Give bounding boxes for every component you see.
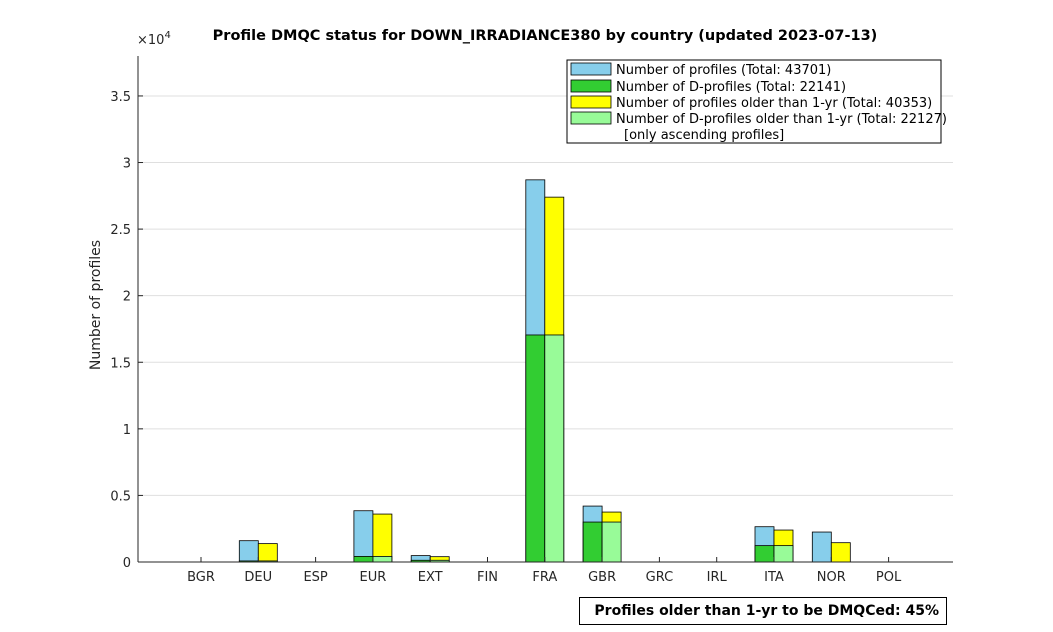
dmqc-summary-text: Profiles older than 1-yr to be DMQCed: 4… xyxy=(594,603,939,619)
bar-d-profiles-gbr xyxy=(582,521,603,563)
dmqc-summary-box: Profiles older than 1-yr to be DMQCed: 4… xyxy=(579,597,947,625)
x-tick-label-irl: IRL xyxy=(707,570,728,585)
y-tick-label: 2 xyxy=(123,290,131,305)
bar-d-profiles-fra xyxy=(525,334,546,563)
x-tick-label-ext: EXT xyxy=(418,570,443,585)
x-tick-label-pol: POL xyxy=(876,570,902,585)
legend-swatch-3 xyxy=(570,111,612,125)
y-tick-label: 3 xyxy=(123,157,131,172)
x-tick-label-ita: ITA xyxy=(764,570,784,585)
bar-d-profiles-older-ita xyxy=(773,545,794,563)
legend-swatch-0 xyxy=(570,62,612,76)
y-exponent: ×104 xyxy=(137,30,171,48)
x-ticks: BGR DEU ESP EUR EXT FIN FRA GBR GRC IRL ITA NOR POL xyxy=(187,557,902,585)
legend: Number of profiles (Total: 43701) Number… xyxy=(566,59,947,144)
bar-profiles-nor xyxy=(811,531,832,563)
x-tick-label-bgr: BGR xyxy=(187,570,215,585)
y-axis-label: Number of profiles xyxy=(88,240,104,370)
legend-box xyxy=(566,59,942,144)
x-tick-label-deu: DEU xyxy=(244,570,272,585)
bar-d-profiles-ita xyxy=(754,545,775,563)
x-tick-label-esp: ESP xyxy=(303,570,327,585)
x-tick-label-fra: FRA xyxy=(532,570,557,585)
bar-d-profiles-older-eur xyxy=(372,556,393,563)
bar-profiles-older-nor xyxy=(830,542,851,563)
y-tick-label: 1 xyxy=(123,423,131,438)
x-tick-label-gbr: GBR xyxy=(588,570,616,585)
y-exponent-power: 4 xyxy=(164,30,170,41)
legend-note: [only ascending profiles] xyxy=(624,128,784,143)
legend-label-0: Number of profiles (Total: 43701) xyxy=(616,63,831,78)
legend-swatch-2 xyxy=(570,95,612,109)
x-tick-label-nor: NOR xyxy=(817,570,846,585)
legend-label-3: Number of D-profiles older than 1-yr (To… xyxy=(616,112,947,127)
y-tick-label: 3.5 xyxy=(110,90,131,105)
bar-d-profiles-eur xyxy=(353,556,374,563)
chart-title: Profile DMQC status for DOWN_IRRADIANCE3… xyxy=(213,28,878,44)
bars xyxy=(238,179,851,563)
bar-d-profiles-older-fra xyxy=(544,334,565,563)
bar-profiles-older-deu xyxy=(257,543,278,563)
x-tick-label-eur: EUR xyxy=(360,570,387,585)
x-tick-label-fin: FIN xyxy=(477,570,498,585)
legend-label-2: Number of profiles older than 1-yr (Tota… xyxy=(616,96,932,111)
legend-label-1: Number of D-profiles (Total: 22141) xyxy=(616,80,846,95)
y-tick-label: 0.5 xyxy=(110,489,131,504)
x-tick-label-grc: GRC xyxy=(646,570,674,585)
y-tick-label: 0 xyxy=(123,556,131,571)
bar-profiles-older-eur xyxy=(372,513,393,563)
bar-profiles-deu xyxy=(238,540,259,563)
bar-d-profiles-older-gbr xyxy=(601,521,622,563)
bar-profiles-eur xyxy=(353,510,374,563)
y-tick-label: 1.5 xyxy=(110,356,131,371)
y-exponent-base: ×10 xyxy=(137,33,164,48)
legend-swatch-1 xyxy=(570,79,612,93)
y-ticks: 0 0.5 1 1.5 2 2.5 3 3.5 xyxy=(110,90,143,571)
y-tick-label: 2.5 xyxy=(110,223,131,238)
